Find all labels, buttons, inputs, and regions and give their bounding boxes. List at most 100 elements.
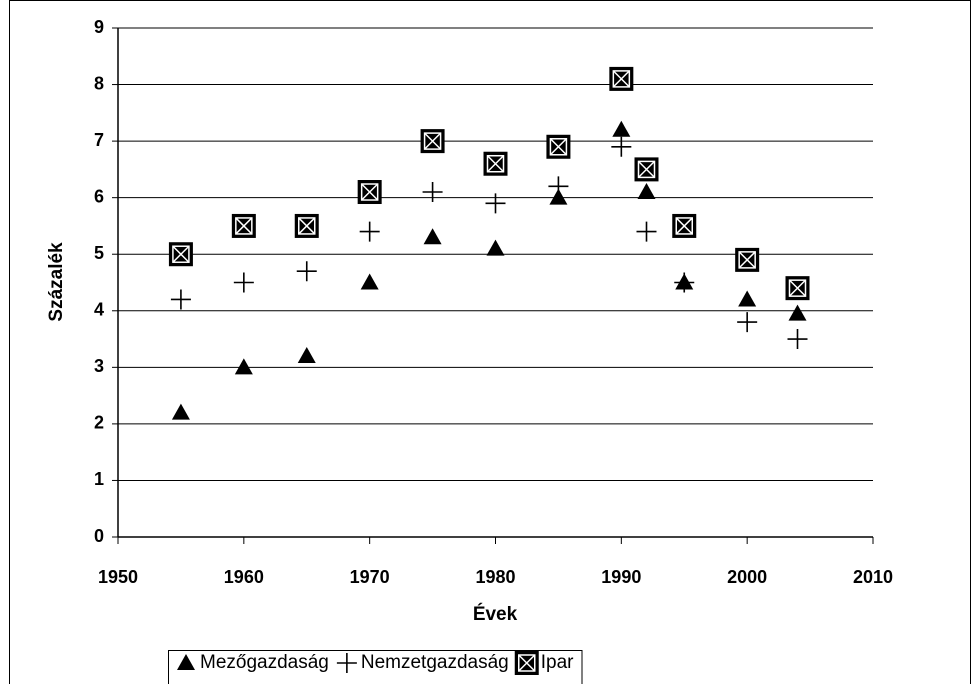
triangle [234, 358, 253, 375]
box-x [612, 70, 630, 88]
legend-box [168, 650, 583, 684]
point [170, 289, 191, 310]
plus [485, 193, 506, 214]
triangle [177, 654, 195, 670]
triangle [486, 239, 505, 256]
point [171, 403, 190, 420]
x-tick-label: 2000 [727, 567, 767, 587]
point [634, 157, 659, 182]
x-tick-label: 1950 [98, 567, 138, 587]
x-tick-label: 1960 [224, 567, 264, 587]
box-inner [788, 279, 807, 297]
triangle [549, 188, 568, 205]
box-x [518, 654, 536, 672]
legend: Mezőgazdaság Nemzetgazdaság Ipar [168, 650, 583, 684]
point [296, 261, 317, 282]
plus [548, 176, 569, 197]
box-inner [298, 217, 316, 235]
x-tick-label: 1980 [475, 567, 515, 587]
triangle [637, 183, 656, 200]
point [672, 213, 697, 238]
point [637, 183, 656, 200]
point [233, 272, 254, 293]
box-x [172, 245, 190, 263]
legend-marker [336, 653, 357, 673]
box-inner [549, 138, 568, 156]
point [546, 134, 571, 159]
box-inner [360, 183, 379, 201]
x-tick-label: 2010 [853, 567, 893, 587]
plus [422, 182, 443, 203]
box-inner [172, 245, 190, 263]
point [737, 312, 758, 333]
x-axis-title: Évek [473, 603, 518, 625]
box-x [486, 155, 505, 173]
point [674, 272, 695, 293]
plus [674, 272, 695, 293]
box-x [549, 138, 567, 156]
box-x [361, 183, 379, 201]
y-tick-label: 1 [94, 469, 104, 489]
y-tick-label: 8 [94, 73, 104, 93]
plus [359, 221, 380, 242]
point [360, 273, 379, 290]
box-inner [518, 654, 536, 672]
y-tick-label: 2 [94, 413, 104, 433]
point [359, 221, 380, 242]
point [294, 213, 319, 238]
point [549, 188, 568, 205]
point [231, 213, 256, 238]
plus [233, 272, 254, 293]
y-tick-label: 5 [94, 243, 104, 263]
point [548, 176, 569, 197]
box-inner [738, 251, 756, 269]
point [483, 151, 508, 176]
point [168, 242, 193, 267]
point [234, 358, 253, 375]
legend-label: Ipar [541, 652, 574, 673]
point [485, 193, 506, 214]
triangle [788, 304, 807, 321]
legend-label: Nemzetgazdaság [361, 652, 509, 673]
plus [787, 329, 808, 350]
point [423, 228, 442, 245]
y-tick-label: 9 [94, 17, 104, 37]
box-inner [235, 217, 253, 235]
box-inner [675, 217, 693, 235]
plus [296, 261, 317, 282]
box-inner [612, 70, 631, 88]
triangle [360, 273, 379, 290]
y-tick-label: 4 [94, 300, 104, 320]
point [486, 239, 505, 256]
chart-border [9, 0, 971, 684]
box-x [738, 251, 756, 269]
triangle [738, 290, 757, 307]
point [738, 290, 757, 307]
box-x [675, 217, 693, 235]
point [357, 180, 382, 205]
triangle [423, 228, 442, 245]
plus [611, 136, 632, 157]
legend-label: Mezőgazdaság [200, 652, 329, 673]
point [785, 276, 810, 301]
point [787, 329, 808, 350]
point [788, 304, 807, 321]
box-x [298, 217, 316, 235]
triangle [612, 120, 631, 137]
box-x [235, 217, 253, 235]
point [422, 182, 443, 203]
plus [170, 289, 191, 310]
box-inner [486, 154, 505, 173]
plus [737, 312, 758, 333]
y-tick-label: 6 [94, 186, 104, 206]
y-tick-label: 3 [94, 356, 104, 376]
plus [636, 221, 657, 242]
y-tick-label: 0 [94, 526, 104, 546]
x-tick-label: 1970 [350, 567, 390, 587]
point [297, 347, 316, 364]
point [609, 66, 634, 91]
box-inner [423, 132, 442, 150]
legend-marker [177, 654, 195, 670]
triangle [171, 403, 190, 420]
